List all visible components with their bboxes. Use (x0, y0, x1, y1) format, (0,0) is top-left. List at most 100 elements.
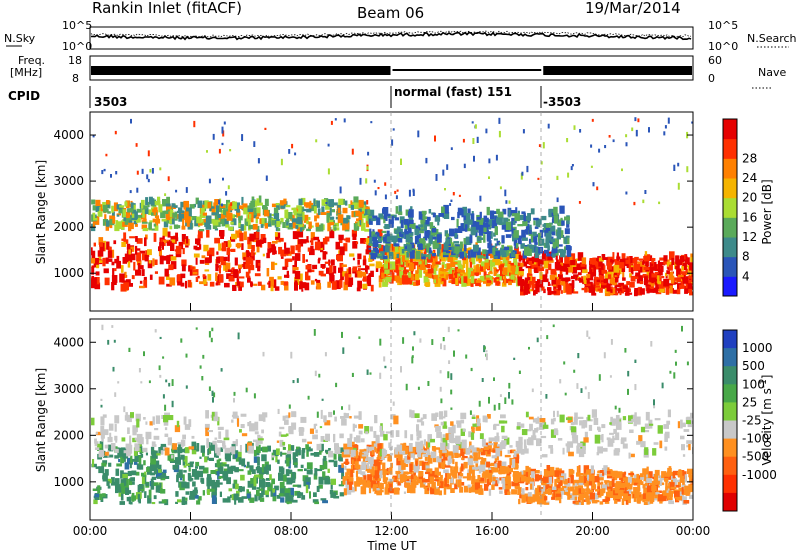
heat-cell (217, 471, 220, 480)
heat-cell (381, 449, 388, 456)
heat-cell (451, 216, 455, 221)
heat-cell (383, 434, 388, 441)
heat-cell (274, 286, 280, 291)
heat-cell (213, 202, 219, 209)
heat-cell (493, 211, 497, 214)
heat-cell (132, 426, 137, 436)
heat-cell (314, 215, 317, 222)
heat-cell (195, 466, 198, 469)
heat-cell (143, 460, 146, 466)
heat-cell (518, 498, 521, 505)
heat-cell (478, 466, 482, 474)
heat-cell (393, 275, 397, 282)
heat-cell (637, 483, 641, 492)
colorbar-swatch (723, 197, 737, 218)
heat-cell (141, 220, 144, 223)
heat-cell (300, 226, 305, 231)
heat-cell (517, 262, 522, 266)
heat-cell (501, 235, 505, 244)
heat-cell (609, 432, 614, 435)
heat-cell (689, 476, 693, 483)
heat-cell (349, 433, 353, 439)
heat-cell (182, 461, 185, 466)
heat-cell (566, 487, 571, 496)
heat-cell (267, 445, 271, 452)
colorbar-tick-label: 24 (742, 171, 757, 185)
heat-cell (102, 460, 108, 465)
heat-cell (509, 221, 513, 230)
heat-cell (444, 483, 450, 487)
heat-cell (675, 255, 680, 265)
heat-cell (350, 487, 355, 493)
heat-cell (374, 249, 380, 254)
heat-cell (318, 270, 324, 276)
heat-cell (256, 444, 261, 454)
heat-cell (399, 273, 402, 279)
heat-cell (520, 470, 524, 475)
heat-cell (122, 257, 127, 264)
heat-cell (295, 452, 299, 457)
heat-cell (185, 187, 188, 193)
heat-cell (220, 209, 225, 214)
heat-cell (657, 260, 660, 270)
heat-cell (556, 231, 561, 240)
heat-cell (553, 410, 555, 418)
heat-cell (468, 486, 472, 493)
heat-cell (438, 247, 441, 254)
heat-cell (452, 192, 455, 196)
heat-cell (504, 437, 510, 445)
heat-cell (537, 266, 543, 272)
heat-cell (284, 209, 289, 219)
heat-cell (95, 432, 98, 435)
heat-cell (166, 274, 170, 280)
heat-cell (98, 260, 103, 263)
heat-cell (253, 283, 258, 286)
heat-cell (487, 242, 492, 249)
heat-cell (557, 438, 563, 441)
heat-cell (678, 274, 684, 278)
heat-cell (210, 470, 216, 474)
heat-cell (122, 474, 128, 479)
heat-cell (384, 273, 387, 277)
heat-cell (405, 246, 408, 250)
heat-cell (543, 469, 547, 476)
heat-cell (346, 468, 351, 476)
heat-cell (450, 261, 456, 268)
heat-cell (689, 289, 692, 293)
heat-cell (371, 466, 375, 476)
heat-cell (278, 431, 282, 437)
heat-cell (479, 464, 486, 473)
heat-cell (482, 249, 487, 255)
heat-cell (451, 246, 455, 252)
heat-cell (507, 278, 513, 283)
heat-cell (642, 199, 645, 204)
heat-cell (170, 242, 175, 251)
heat-cell (571, 275, 575, 280)
heat-cell (529, 423, 533, 431)
heat-cell (276, 221, 281, 228)
heat-cell (367, 474, 373, 482)
heat-cell (461, 439, 467, 449)
heat-cell (222, 177, 224, 181)
colorbar-swatch (723, 256, 737, 277)
heat-cell (310, 238, 314, 246)
heat-cell (415, 460, 418, 467)
heat-cell (167, 455, 170, 461)
heat-cell (175, 457, 181, 465)
heat-cell (218, 482, 223, 485)
heat-cell (400, 158, 402, 165)
heat-cell (201, 204, 208, 208)
heat-cell (263, 466, 268, 474)
heat-cell (91, 463, 97, 468)
heat-cell (110, 481, 117, 486)
heat-cell (628, 452, 631, 459)
heat-cell (541, 251, 546, 260)
heat-cell (457, 273, 461, 277)
heat-cell (290, 351, 293, 359)
heat-cell (409, 250, 415, 259)
heat-cell (535, 470, 540, 474)
heat-cell (298, 205, 302, 214)
heat-cell (484, 476, 487, 483)
heat-cell (361, 209, 366, 219)
heat-cell (343, 243, 348, 252)
